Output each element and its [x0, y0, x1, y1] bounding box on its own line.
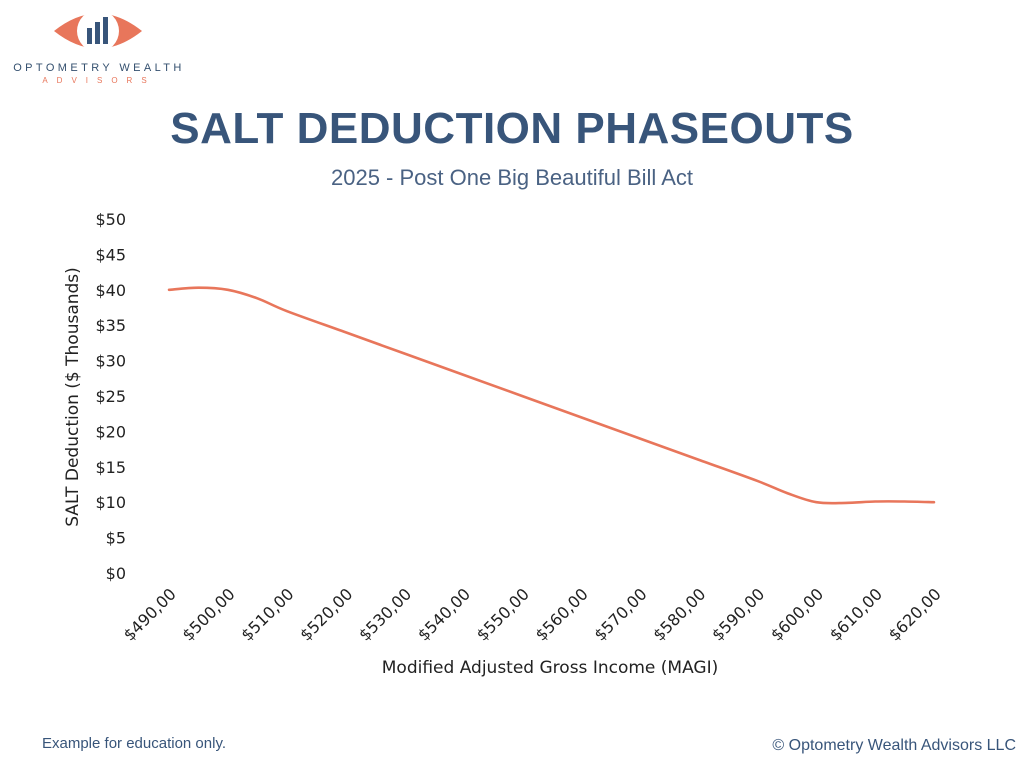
y-tick-label: $10 [95, 493, 126, 512]
y-tick-label: $20 [95, 422, 126, 441]
x-tick-label: $590,00 [708, 584, 768, 644]
brand-name: OPTOMETRY WEALTH [13, 62, 185, 74]
education-disclaimer: Example for education only. [42, 735, 226, 752]
x-tick-label: $600,00 [767, 584, 827, 644]
salt-phaseout-line-chart: $0$5$10$15$20$25$30$35$40$45$50 $490,00$… [63, 210, 945, 678]
x-axis-ticks: $490,00$500,00$510,00$520,00$530,00$540,… [120, 584, 945, 644]
y-tick-label: $25 [95, 387, 126, 406]
y-tick-label: $0 [106, 564, 126, 583]
y-axis-ticks: $0 $5 $10 $15 $20 $25 $30 $35 $40 $45 $50 [95, 210, 126, 583]
x-tick-label: $620,00 [885, 584, 945, 644]
chart-title: SALT DEDUCTION PHASEOUTS [170, 104, 854, 153]
x-tick-label: $510,00 [237, 584, 297, 644]
y-tick-label: $5 [106, 529, 126, 548]
x-tick-label: $580,00 [649, 584, 709, 644]
x-tick-label: $560,00 [532, 584, 592, 644]
x-tick-label: $550,00 [473, 584, 533, 644]
y-axis-label: SALT Deduction ($ Thousands) [63, 267, 83, 527]
x-tick-label: $490,00 [120, 584, 180, 644]
x-tick-label: $540,00 [414, 584, 474, 644]
salt-deduction-line [167, 286, 936, 505]
brand-subname: ADVISORS [42, 76, 156, 85]
copyright-notice: © Optometry Wealth Advisors LLC [772, 737, 1016, 754]
x-tick-label: $520,00 [296, 584, 356, 644]
x-tick-label: $530,00 [355, 584, 415, 644]
eye-chart-icon [54, 10, 142, 52]
x-tick-label: $610,00 [826, 584, 886, 644]
y-tick-label: $35 [95, 316, 126, 335]
series-layer [167, 286, 936, 505]
y-tick-label: $15 [95, 458, 126, 477]
y-tick-label: $40 [95, 281, 126, 300]
brand-logo: OPTOMETRY WEALTH ADVISORS [0, 0, 200, 95]
x-axis-label: Modified Adjusted Gross Income (MAGI) [382, 658, 718, 678]
y-tick-label: $45 [95, 245, 126, 264]
y-tick-label: $30 [95, 352, 126, 371]
y-tick-label: $50 [95, 210, 126, 229]
x-tick-label: $570,00 [590, 584, 650, 644]
chart-subtitle: 2025 - Post One Big Beautiful Bill Act [331, 165, 693, 190]
x-tick-label: $500,00 [178, 584, 238, 644]
